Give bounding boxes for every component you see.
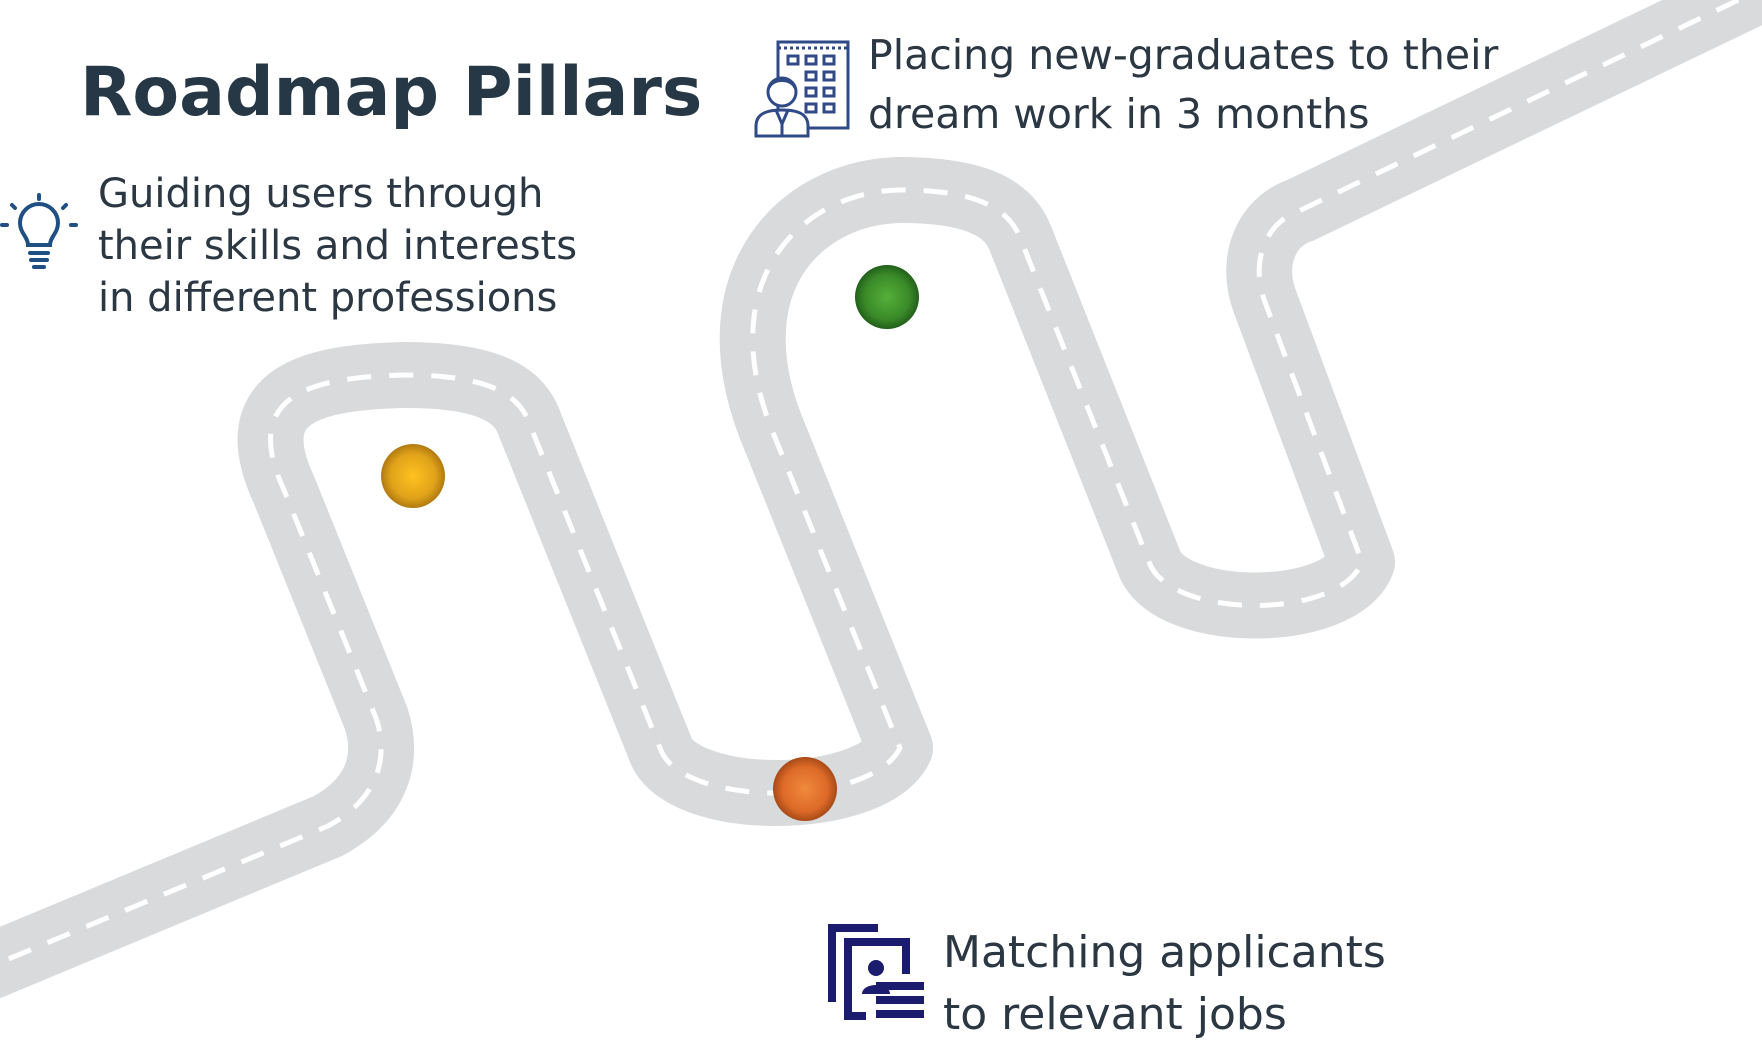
road-lane-markings — [0, 0, 1762, 975]
page-title: Roadmap Pillars — [80, 53, 703, 132]
pillar-text-line: to relevant jobs — [943, 989, 1287, 1040]
road-surface — [0, 0, 1762, 999]
milestone-3-marker — [773, 757, 837, 821]
resume-documents-icon — [828, 924, 924, 1020]
pillar-matching-applicants-text: Matching applicants to relevant jobs — [943, 922, 1386, 1046]
pillar-text-line: their skills and interests — [98, 223, 578, 269]
pillar-text-line: in different professions — [98, 275, 558, 321]
pillar-text-line: Placing new-graduates to their — [868, 31, 1499, 79]
office-building-person-icon — [754, 40, 850, 138]
pillar-guiding-users-text: Guiding users through their skills and i… — [98, 168, 577, 324]
milestone-1-marker — [381, 444, 445, 508]
milestone-2-marker — [855, 265, 919, 329]
pillar-text-line: dream work in 3 months — [868, 90, 1370, 138]
pillar-placing-graduates-text: Placing new-graduates to their dream wor… — [868, 26, 1498, 144]
pillar-text-line: Guiding users through — [98, 171, 544, 217]
lightbulb-icon — [0, 193, 78, 269]
pillar-text-line: Matching applicants — [943, 927, 1386, 978]
